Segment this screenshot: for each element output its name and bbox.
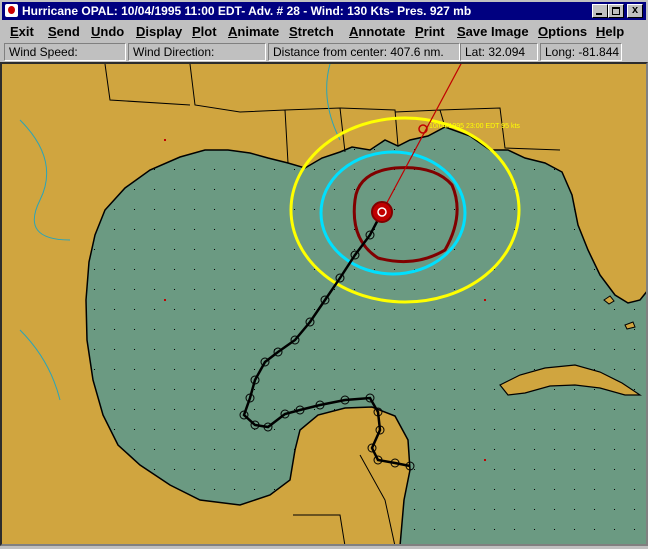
menu-item[interactable]: Save Image [457, 24, 529, 39]
distance-field: Distance from center: 407.6 nm. [268, 43, 460, 61]
menu-item[interactable]: Display [136, 24, 183, 39]
land-north-america [0, 61, 648, 547]
track-point [405, 461, 415, 471]
menu-item[interactable]: Send [48, 24, 80, 39]
track-point [239, 410, 249, 420]
menu-item[interactable]: Animate [228, 24, 280, 39]
radius-64kt [352, 166, 459, 264]
map-canvas: 10/04/1995 23:00 EDT 95 kts [0, 60, 648, 549]
menu-item[interactable]: Undo [91, 24, 125, 39]
track-point [273, 347, 283, 357]
status-bar: Wind Speed: Wind Direction: Distance fro… [2, 42, 646, 62]
lat-field: Lat: 32.094 [460, 43, 538, 61]
menu-item[interactable]: Help [596, 24, 625, 39]
forecast-label: 10/04/1995 23:00 EDT 95 kts [429, 123, 520, 130]
forecast-line [381, 61, 463, 213]
rivers [19, 63, 341, 401]
menu-item[interactable]: Annotate [349, 24, 406, 39]
radius-50kt [319, 150, 467, 276]
menu-bar: Exit Send Undo Display Plot Animate Stretch Ann… [2, 22, 646, 42]
maximize-button[interactable] [608, 4, 624, 18]
track-point [340, 395, 350, 405]
menu-item[interactable]: Print [415, 24, 445, 39]
track-point [365, 393, 375, 403]
track-point [320, 295, 330, 305]
menu-item[interactable]: Exit [10, 24, 34, 39]
track-point [245, 393, 255, 403]
track-point [295, 405, 305, 415]
app-icon [5, 4, 18, 17]
minimize-button[interactable] [592, 4, 608, 18]
radius-34kt [289, 116, 521, 304]
long-field: Long: -81.844 [540, 43, 622, 61]
window-title: Hurricane OPAL: 10/04/1995 11:00 EDT- Ad… [22, 4, 472, 18]
track-point [373, 407, 383, 417]
track-point [390, 458, 400, 468]
wind-speed-field: Wind Speed: [4, 43, 126, 61]
borders [104, 63, 561, 547]
storm-eye [377, 207, 387, 217]
forecast-point [418, 124, 428, 134]
menu-item[interactable]: Plot [192, 24, 217, 39]
storm-track [242, 211, 411, 468]
track-point [365, 230, 375, 240]
track-point [335, 273, 345, 283]
menu-item[interactable]: Options [538, 24, 588, 39]
track-point [250, 420, 260, 430]
storm-center [371, 201, 393, 223]
track-point [375, 425, 385, 435]
track-point [280, 409, 290, 419]
wind-direction-field: Wind Direction: [128, 43, 266, 61]
track-point [263, 422, 273, 432]
map-view[interactable]: 10/04/1995 23:00 EDT 95 kts [0, 60, 648, 549]
track-point [315, 400, 325, 410]
track-point [290, 335, 300, 345]
track-point [373, 455, 383, 465]
land-islands [603, 295, 636, 330]
track-points [239, 230, 415, 471]
menu-item[interactable]: Stretch [289, 24, 334, 39]
land-cuba [499, 364, 642, 396]
track-point [260, 357, 270, 367]
track-point [305, 317, 315, 327]
title-bar: Hurricane OPAL: 10/04/1995 11:00 EDT- Ad… [2, 2, 646, 20]
track-point [367, 443, 377, 453]
track-point [350, 250, 360, 260]
close-button[interactable]: x [627, 4, 643, 18]
track-point [250, 375, 260, 385]
